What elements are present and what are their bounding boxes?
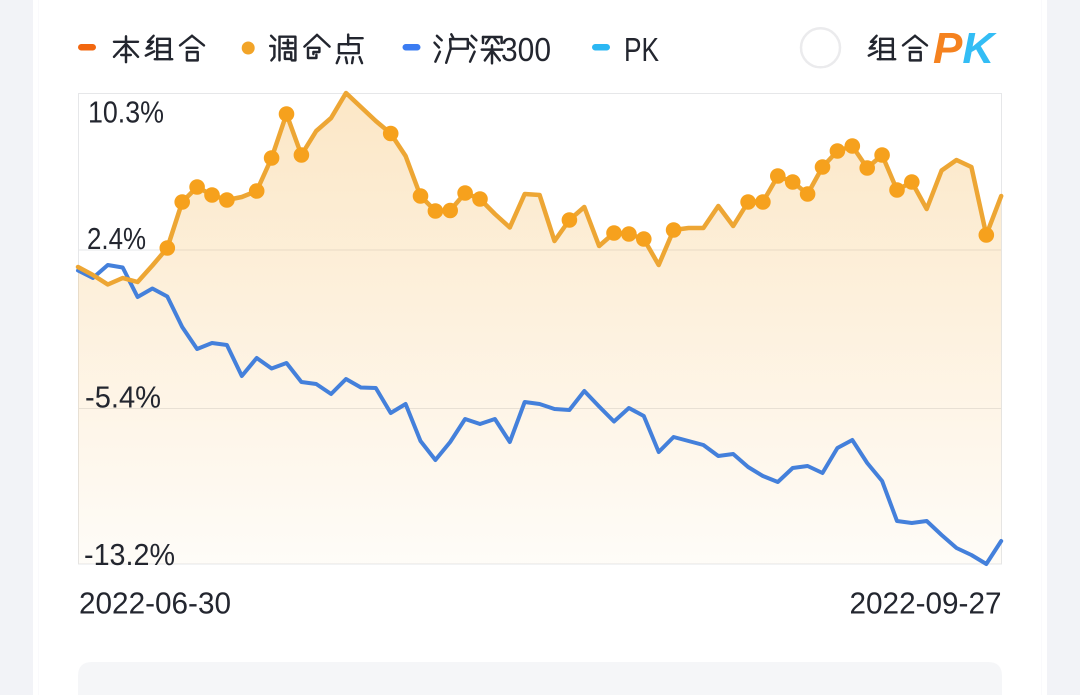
svg-text:2022-06-30: 2022-06-30 (79, 586, 231, 621)
svg-text:PK: PK (933, 24, 997, 73)
svg-text:-5.4%: -5.4% (85, 380, 161, 415)
svg-text:300: 300 (501, 31, 551, 68)
svg-text:-13.2%: -13.2% (84, 537, 175, 572)
svg-text:PK: PK (624, 31, 659, 68)
svg-text:2.4%: 2.4% (87, 221, 146, 256)
svg-text:2022-09-27: 2022-09-27 (850, 586, 1002, 621)
svg-text:10.3%: 10.3% (88, 95, 164, 130)
